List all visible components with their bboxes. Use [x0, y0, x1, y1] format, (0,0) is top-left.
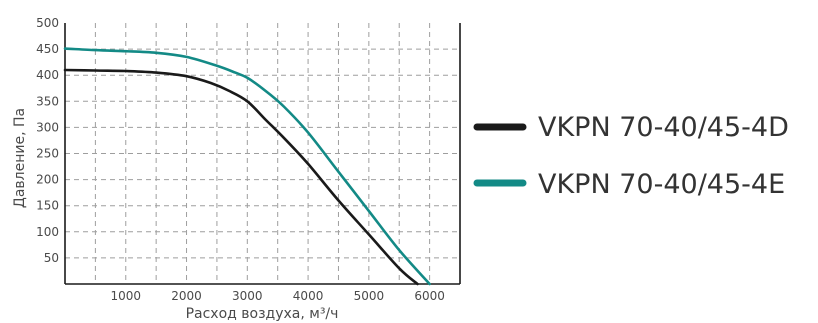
y-tick-label-100: 100 [36, 225, 59, 239]
x-tick-label-4000: 4000 [293, 289, 324, 303]
x-tick-labels: 1000 2000 3000 4000 5000 6000 [110, 289, 444, 303]
series-line-1 [63, 68, 419, 286]
y-axis-label: Давление, Па [12, 108, 28, 208]
x-tick-label-1000: 1000 [110, 289, 141, 303]
series-line-2 [63, 47, 431, 286]
y-tick-label-450: 450 [36, 42, 59, 56]
legend-label-series-2: VKPN 70-40/45-4E [538, 169, 785, 200]
x-tick-label-5000: 5000 [354, 289, 385, 303]
x-tick-label-6000: 6000 [414, 289, 445, 303]
legend-label-series-1: VKPN 70-40/45-4D [538, 112, 789, 143]
series-lines [63, 47, 431, 286]
grid-lines [65, 23, 460, 284]
x-tick-label-2000: 2000 [171, 289, 202, 303]
x-tick-label-3000: 3000 [232, 289, 263, 303]
y-tick-label-500: 500 [36, 16, 59, 30]
legend: VKPN 70-40/45-4D VKPN 70-40/45-4E [473, 112, 789, 200]
y-tick-label-200: 200 [36, 173, 59, 187]
y-tick-label-150: 150 [36, 199, 59, 213]
axes [64, 23, 461, 285]
y-tick-label-300: 300 [36, 120, 59, 134]
y-tick-label-50: 50 [44, 251, 59, 265]
y-tick-label-350: 350 [36, 94, 59, 108]
y-tick-label-250: 250 [36, 147, 59, 161]
y-tick-label-400: 400 [36, 68, 59, 82]
y-tick-labels: 50 100 150 200 250 300 350 400 450 500 [36, 16, 59, 265]
x-axis-label: Расход воздуха, м³/ч [186, 306, 339, 322]
